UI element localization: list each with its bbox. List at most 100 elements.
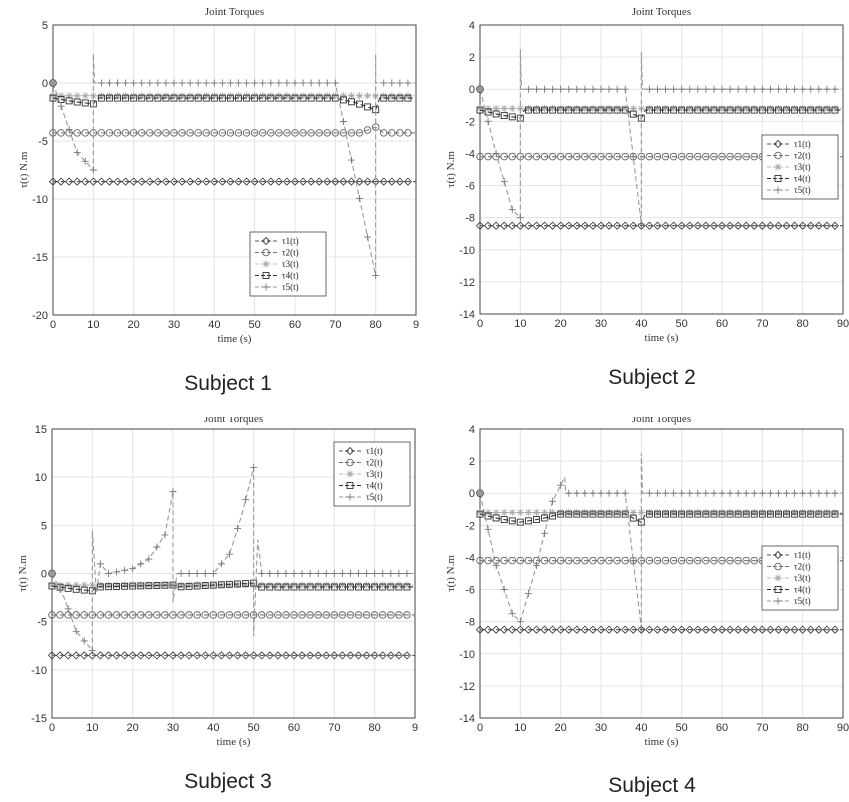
series-5-point <box>589 489 597 497</box>
series-2-point <box>524 152 533 161</box>
series-2-point <box>346 611 355 619</box>
series-4-point <box>235 94 242 102</box>
chart-svg-4: 0 10 20 30 40 50 60 70 80 90420-2-4-6-8-10-12-14J… <box>445 417 849 748</box>
legend-label: τ3(t) <box>794 162 811 172</box>
series-1-point <box>782 625 791 634</box>
series-4-point <box>670 106 678 114</box>
series-5-point <box>201 570 209 577</box>
series-4-point <box>388 94 396 102</box>
series-1-point <box>629 221 638 230</box>
legend-marker <box>346 482 354 489</box>
x-tick-label: 10 <box>514 722 526 734</box>
series-1-point <box>621 221 630 230</box>
series-2-point <box>128 611 137 619</box>
series-2-point <box>694 556 702 565</box>
series-5-point <box>64 605 72 613</box>
series-1-point <box>184 651 194 660</box>
series-2-point <box>354 611 363 619</box>
series-2-point <box>718 152 726 161</box>
series-1-point <box>782 221 791 230</box>
series-4-point <box>549 512 557 520</box>
series-1-point <box>168 651 178 660</box>
series-5-point <box>710 85 718 93</box>
series-1-point <box>193 651 202 660</box>
series-1-point <box>129 177 138 186</box>
series-1-point <box>604 221 614 230</box>
series-4-point <box>57 96 65 103</box>
series-5-point <box>581 85 589 93</box>
series-3-point <box>226 92 234 100</box>
series-2-point <box>378 611 387 619</box>
series-4-point <box>678 106 686 114</box>
series-3-point <box>629 104 637 112</box>
series-3-point <box>80 581 88 589</box>
series-3-point <box>758 104 766 112</box>
series-5-point <box>89 166 97 174</box>
series-4-point <box>686 510 694 518</box>
series-3-point <box>347 92 355 100</box>
series-5-point <box>258 570 266 577</box>
series-3-point <box>145 581 153 589</box>
series-1-point <box>362 651 371 660</box>
series-1-point <box>265 651 274 660</box>
y-tick-label: -10 <box>31 665 47 677</box>
series-4-point <box>274 583 282 591</box>
series-1-point <box>354 651 363 660</box>
series-3-point <box>338 581 346 589</box>
series-4-point <box>783 106 790 114</box>
legend-marker <box>774 151 782 160</box>
series-5-point <box>492 149 500 157</box>
series-5-point <box>347 156 355 164</box>
series-2-point <box>250 129 259 137</box>
series-5-point <box>395 570 403 577</box>
series-2-point <box>178 129 186 137</box>
series-3-point <box>710 104 718 112</box>
series-5-point <box>831 489 839 497</box>
series-4-point <box>194 94 202 102</box>
series-5-point <box>678 489 686 497</box>
series-2-point <box>605 556 613 565</box>
series-5-point <box>799 489 807 497</box>
series-1-point <box>798 625 807 634</box>
series-1-point <box>524 221 533 230</box>
series-3-point <box>315 92 323 100</box>
series-3-point <box>565 104 573 112</box>
series-1-point <box>234 177 243 186</box>
series-3-point <box>549 104 557 112</box>
series-4-point <box>193 582 201 590</box>
series-3-point <box>516 104 524 112</box>
series-5-point <box>734 489 742 497</box>
legend-label: τ1(t) <box>794 139 811 149</box>
series-1-point <box>233 651 242 660</box>
series-4-point <box>645 106 653 114</box>
series-1-point <box>612 221 622 230</box>
series-5-point <box>718 489 726 497</box>
series-4-point <box>718 106 726 114</box>
series-1-point <box>370 651 379 660</box>
series-5-point <box>532 85 540 93</box>
series-1-point <box>56 177 66 186</box>
series-4-point <box>161 581 169 589</box>
series-4-point <box>364 103 372 111</box>
series-1-point <box>47 651 57 660</box>
series-2-point <box>49 129 57 137</box>
series-5-point <box>524 85 532 93</box>
series-3-point <box>637 508 645 516</box>
legend-label: τ4(t) <box>366 481 383 491</box>
series-5-point <box>783 85 791 93</box>
series-1-point <box>556 625 565 634</box>
series-2-point <box>379 129 388 137</box>
y-tick-label: -20 <box>32 310 48 322</box>
series-3-point <box>322 581 330 589</box>
series-4-point <box>242 580 250 587</box>
series-2-point <box>645 556 654 565</box>
series-4-point <box>524 517 532 525</box>
series-4-point <box>605 510 613 518</box>
series-4-point <box>339 96 347 104</box>
series-4-point <box>218 94 226 102</box>
series-2-point <box>508 556 517 565</box>
series-4-point <box>702 510 710 518</box>
series-3-point <box>267 92 275 100</box>
series-1-point <box>483 625 493 634</box>
